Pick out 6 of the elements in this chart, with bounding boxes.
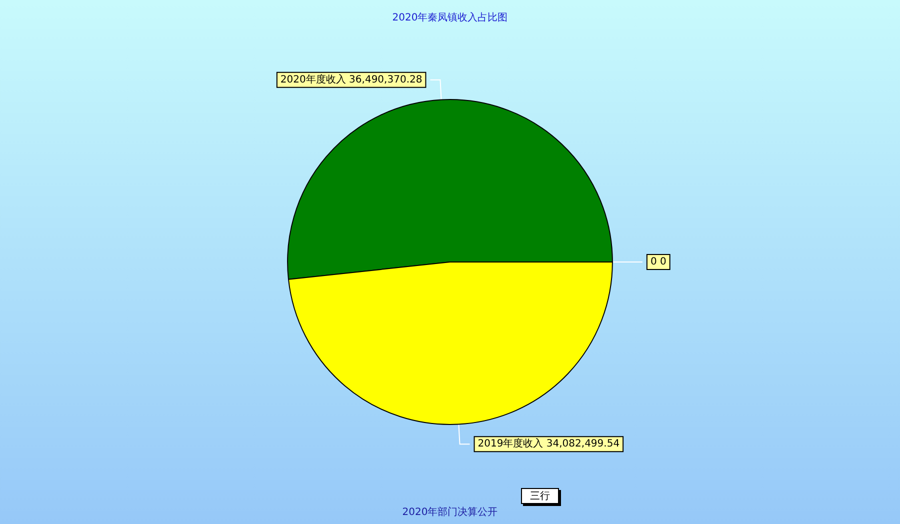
slice-label: 2020年度收入 36,490,370.28 — [280, 73, 422, 86]
slice-label: 2019年度收入 34,082,499.54 — [478, 438, 620, 450]
legend-label: 0 0 — [650, 256, 666, 268]
chart-title: 2020年秦凤镇收入占比图 — [392, 12, 508, 24]
button: 三行 — [521, 488, 559, 504]
text: 2020年部门决算公开 — [401, 506, 499, 519]
